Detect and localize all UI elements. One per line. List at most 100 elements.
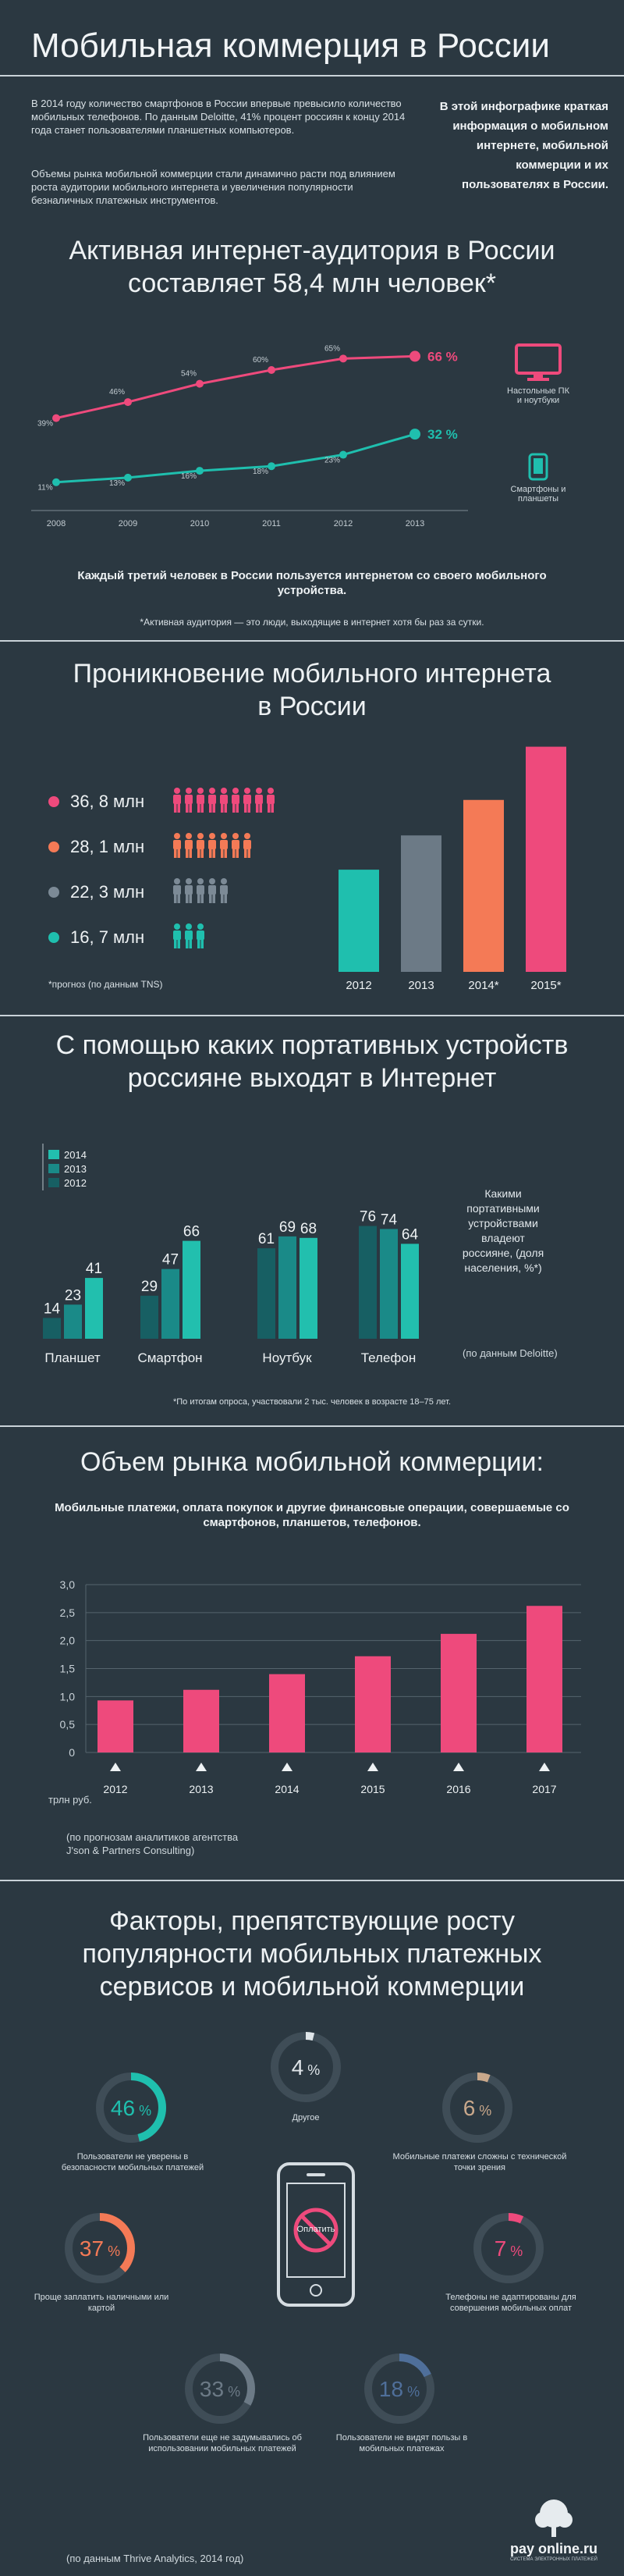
factor-label: Пользователи не уверены в безопасности м… (61, 2152, 204, 2172)
ring-progress (65, 2213, 135, 2283)
data-label: 41 (86, 1261, 102, 1277)
phone-speaker (307, 2173, 325, 2176)
devices-title-line-2: россияне выходят в Интернет (127, 1063, 497, 1093)
penetration-title-line-2: в России (257, 692, 367, 721)
person-icon (185, 923, 193, 948)
factors-title: Факторы, препятствующие росту популярнос… (0, 1905, 624, 2003)
monitor-icon (515, 343, 562, 381)
mobile-legend: Смартфоны и планшеты (507, 453, 569, 523)
person-icon (267, 787, 275, 813)
bar (441, 1634, 477, 1752)
ring-track (96, 2073, 166, 2143)
person-icon (185, 832, 193, 858)
devices-side-text: Какими портативными устройствами владеют… (462, 1187, 544, 1274)
intro-paragraph-1: В 2014 году количество смартфонов в Росс… (31, 98, 406, 136)
smartphone-icon (528, 453, 548, 481)
bar (257, 1248, 275, 1339)
ring-track (473, 2213, 544, 2283)
data-label: 66 % (427, 349, 458, 364)
bar (463, 799, 504, 972)
person-icon (185, 787, 193, 813)
section-divider (0, 1425, 624, 1427)
penetration-title: Проникновение мобильного интернета в Рос… (0, 657, 624, 723)
y-tick-label: 0 (69, 1746, 75, 1759)
section-divider (0, 1015, 624, 1016)
legend-dot (48, 841, 59, 852)
bar (98, 1700, 133, 1752)
data-point (268, 366, 275, 374)
data-label: 23% (324, 457, 340, 465)
data-point (196, 379, 204, 388)
people-icons (172, 923, 207, 953)
x-tick-label: 2012 (103, 1783, 127, 1795)
person-icon (185, 877, 193, 903)
person-icon (208, 787, 216, 813)
ring-track (65, 2213, 135, 2283)
y-tick-label: 1,5 (60, 1663, 76, 1675)
y-tick-label: 2,0 (60, 1635, 76, 1647)
market-title: Объем рынка мобильной коммерции: (80, 1447, 544, 1477)
y-tick-label: 3,0 (60, 1578, 76, 1591)
penetration-row: 22, 3 млн (48, 877, 314, 908)
bar (140, 1295, 158, 1339)
factor-ring: 46 % (96, 2073, 166, 2143)
ring-progress (271, 2032, 341, 2102)
x-tick-label: 2011 (262, 519, 281, 528)
data-label: 69 (279, 1219, 296, 1236)
bar (339, 870, 379, 972)
legend-dot (48, 887, 59, 898)
ring-percent: 7 % (495, 2236, 523, 2261)
ring-progress (473, 2213, 544, 2283)
legend-mobile-label: Смартфоны и планшеты (510, 485, 566, 503)
factor-label: Проще заплатить наличными или картой (34, 2293, 169, 2313)
legend-label: 2014 (64, 1149, 87, 1161)
data-label: 66 (183, 1224, 200, 1240)
bar (85, 1278, 103, 1339)
x-tick-label: 2014* (468, 979, 498, 992)
ring-percent: 37 % (80, 2236, 120, 2261)
factor-ring: 6 % (442, 2073, 512, 2143)
triangle-marker-icon (196, 1763, 207, 1771)
penetration-title-line-1: Проникновение мобильного интернета (73, 659, 551, 688)
intro-paragraph-2: Объемы рынка мобильной коммерции стали д… (31, 168, 395, 206)
factor-label: Пользователи еще не задумывались об испо… (143, 2433, 302, 2453)
devices-source: (по данным Deloitte) (463, 1347, 558, 1359)
x-tick-label: Телефон (361, 1350, 417, 1365)
data-label: 54% (181, 370, 197, 379)
ring-percent: 18 % (379, 2377, 420, 2401)
triangle-marker-icon (539, 1763, 550, 1771)
phone-screen: Оплатить (286, 2183, 346, 2278)
people-icons (172, 877, 230, 908)
x-tick-label: 2015 (360, 1783, 385, 1795)
legend-label: 2013 (64, 1163, 87, 1175)
triangle-marker-icon (367, 1763, 378, 1771)
x-tick-label: Смартфон (137, 1350, 202, 1365)
penetration-value: 16, 7 млн (70, 927, 145, 947)
factor-label: Другое (292, 2113, 320, 2122)
penetration-row: 28, 1 млн (48, 832, 314, 863)
x-tick-label: 2015* (530, 979, 561, 992)
no-payment-icon (293, 2208, 339, 2253)
logo-text: pay online.ru (509, 2541, 598, 2556)
section-divider (0, 1880, 624, 1881)
bar (183, 1689, 219, 1752)
audience-title-line-2: составляет 58,4 млн человек* (127, 269, 497, 298)
intro-side-text: В этой инфографике краткая информация о … (439, 100, 608, 191)
person-icon (197, 832, 204, 858)
legend-label: 2012 (64, 1177, 87, 1189)
penetration-footnote: *прогноз (по данным TNS) (48, 979, 163, 990)
person-icon (208, 832, 216, 858)
data-point (196, 467, 204, 475)
ring-track (185, 2354, 255, 2424)
ring-progress (364, 2354, 434, 2424)
person-icon (255, 787, 263, 813)
x-tick-label: 2013 (189, 1783, 213, 1795)
x-tick-label: 2008 (47, 519, 66, 528)
y-tick-label: 1,0 (60, 1690, 76, 1703)
person-icon (243, 787, 251, 813)
ring-track (271, 2032, 341, 2102)
tree-logo-icon (535, 2500, 573, 2537)
people-icon-group (173, 832, 251, 858)
people-icons (172, 832, 254, 863)
